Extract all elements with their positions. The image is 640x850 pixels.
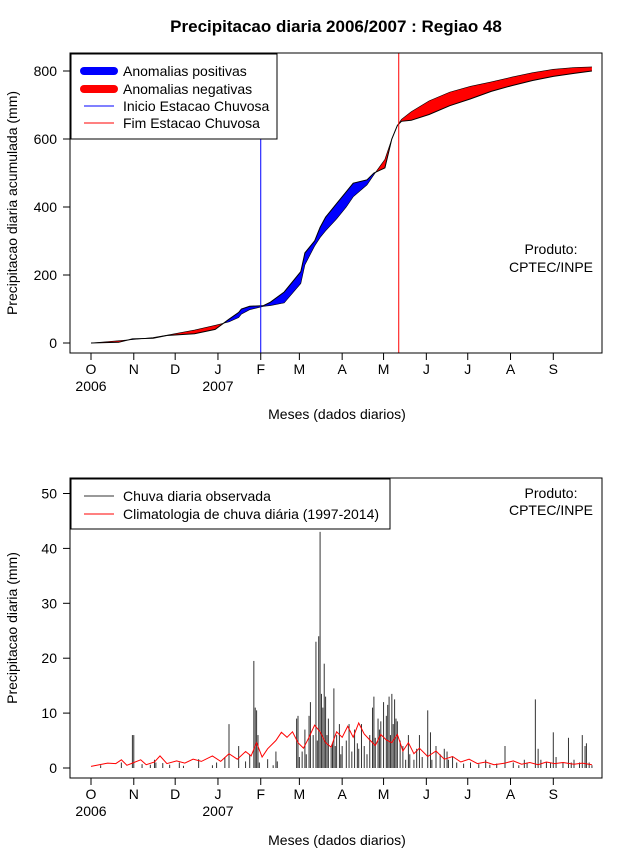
x-tick-label: S (549, 361, 558, 377)
observed-line (90, 66, 592, 344)
x-tick-label: J (464, 361, 471, 377)
cumulative-chart: Precipitacao diaria 2006/2007 : Regiao 4… (4, 17, 603, 422)
x-year-label: 2007 (202, 803, 233, 819)
negative-anomaly-area (375, 143, 391, 173)
annotation-cptec: CPTEC/INPE (509, 259, 593, 275)
observed-cumulative-line (90, 70, 592, 344)
y-tick-label: 50 (41, 486, 57, 502)
chart-title: Precipitacao diaria 2006/2007 : Regiao 4… (170, 17, 502, 36)
annotation-produto: Produto: (525, 241, 578, 257)
x-tick-label: S (549, 786, 558, 802)
legend-label-negative: Anomalias negativas (123, 81, 252, 97)
plot-frame (69, 52, 603, 354)
x-year-label: 2006 (75, 378, 106, 394)
x-tick-label: J (423, 361, 430, 377)
y-tick-label: 40 (41, 540, 57, 556)
x-tick-label: J (423, 786, 430, 802)
x-tick-label: O (86, 786, 97, 802)
x-tick-label: A (337, 361, 347, 377)
legend-label-positive: Anomalias positivas (123, 63, 247, 79)
x-tick-label: O (86, 361, 97, 377)
positive-anomaly-area (222, 172, 376, 325)
y-tick-label: 600 (34, 131, 58, 147)
climatology-line (90, 721, 592, 767)
legend: Chuva diaria observada Climatologia de c… (70, 478, 391, 530)
x-tick-label: M (294, 786, 306, 802)
x-axis-label: Meses (dados diarios) (268, 406, 406, 422)
x-tick-label: A (506, 361, 516, 377)
negative-anomaly-area (397, 66, 592, 126)
x-tick-label: J (214, 786, 221, 802)
x-axis-label: Meses (dados diarios) (268, 832, 406, 848)
negative-anomaly-area (142, 323, 223, 339)
x-tick-label: M (294, 361, 306, 377)
y-tick-label: 400 (34, 199, 58, 215)
y-tick-label: 10 (41, 705, 57, 721)
climatology-cumulative-line (90, 66, 592, 344)
x-tick-label: D (170, 361, 180, 377)
plot-frame (69, 477, 603, 779)
y-tick-label: 0 (49, 760, 57, 776)
x-tick-label: A (506, 786, 516, 802)
x-tick-label: M (378, 361, 390, 377)
x-tick-label: N (129, 786, 139, 802)
y-tick-label: 200 (34, 267, 58, 283)
legend-box (70, 478, 391, 530)
x-tick-label: N (129, 361, 139, 377)
observed-bars (100, 531, 593, 768)
x-axis: O N D J F M A M J J A S 2006 2007 (75, 778, 558, 819)
climatology-daily-line (90, 721, 592, 767)
x-tick-label: J (464, 786, 471, 802)
y-axis: 0 10 20 30 40 50 (41, 486, 70, 776)
y-tick-label: 30 (41, 595, 57, 611)
x-tick-label: D (170, 786, 180, 802)
x-tick-label: F (256, 786, 265, 802)
x-tick-label: J (214, 361, 221, 377)
legend-label-end: Fim Estacao Chuvosa (123, 115, 260, 131)
legend: Anomalias positivas Anomalias negativas … (70, 53, 278, 140)
x-tick-label: F (256, 361, 265, 377)
y-tick-label: 20 (41, 650, 57, 666)
annotation-cptec: CPTEC/INPE (509, 502, 593, 518)
x-tick-label: A (337, 786, 347, 802)
daily-chart: 0 10 20 30 40 50 O N D J F M A M J J A S 2006 2007 Precipi… (4, 477, 603, 848)
y-axis-label: Precipitacao diaria (mm) (4, 552, 20, 704)
y-axis: 0 200 400 600 800 (34, 63, 70, 351)
legend-label-start: Inicio Estacao Chuvosa (123, 98, 270, 114)
legend-label-observed: Chuva diaria observada (123, 488, 271, 504)
annotation-produto: Produto: (525, 485, 578, 501)
x-year-label: 2006 (75, 803, 106, 819)
x-axis: O N D J F M A M J J A S 2006 2007 (75, 353, 558, 394)
y-tick-label: 0 (49, 335, 57, 351)
legend-label-climatology: Climatologia de chuva diária (1997-2014) (123, 506, 379, 522)
y-tick-label: 800 (34, 63, 58, 79)
y-axis-label: Precipitacao diaria acumulada (mm) (4, 91, 20, 315)
x-year-label: 2007 (202, 378, 233, 394)
x-tick-label: M (378, 786, 390, 802)
